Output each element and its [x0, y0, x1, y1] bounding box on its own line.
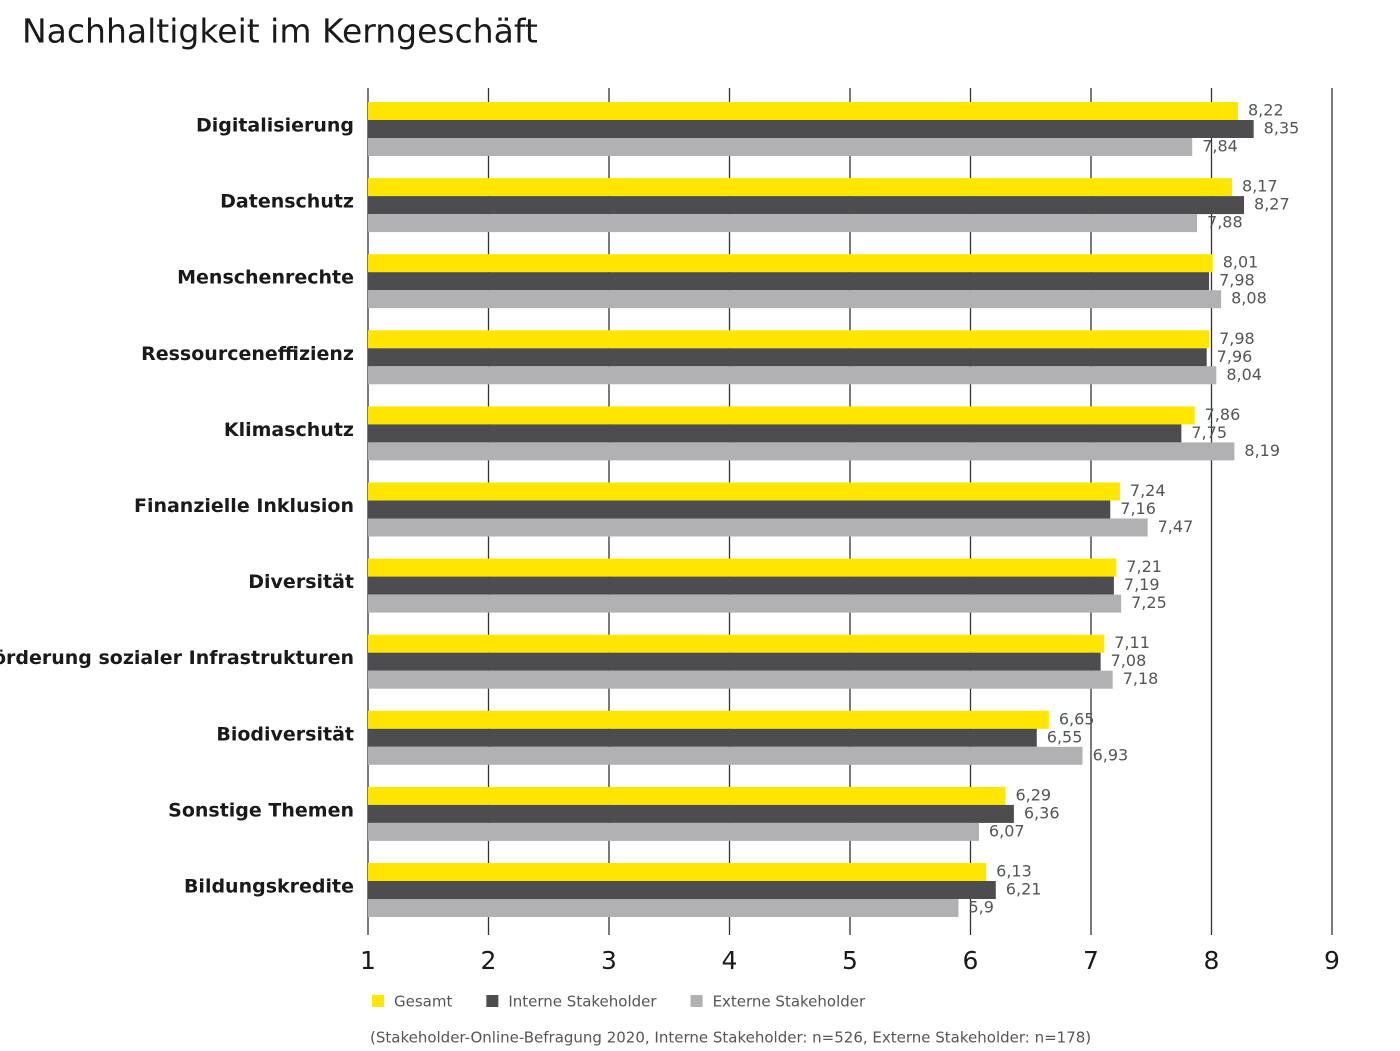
value-label: 7,08 — [1111, 651, 1147, 670]
bar — [368, 254, 1213, 273]
footnote: (Stakeholder-Online-Befragung 2020, Inte… — [370, 1029, 1091, 1047]
value-label: 8,27 — [1254, 195, 1290, 214]
bar — [368, 652, 1101, 671]
bar — [368, 863, 987, 881]
value-label: 7,84 — [1202, 137, 1238, 156]
value-label: 8,17 — [1242, 177, 1278, 196]
category-label: Klimaschutz — [224, 419, 354, 441]
value-label: 6,07 — [989, 821, 1025, 840]
legend-swatch — [372, 995, 384, 1007]
legend-swatch — [690, 995, 703, 1007]
x-tick-label: 7 — [1083, 946, 1099, 975]
value-label: 8,19 — [1244, 441, 1280, 460]
value-label: 8,04 — [1226, 365, 1262, 384]
bar — [368, 710, 1049, 729]
value-label: 6,65 — [1059, 709, 1095, 728]
x-tick-label: 9 — [1324, 946, 1340, 975]
value-label: 8,08 — [1231, 289, 1267, 308]
x-tick-label: 1 — [360, 946, 376, 975]
bar — [368, 558, 1117, 577]
x-tick-label: 5 — [842, 946, 858, 975]
legend-label: Gesamt — [394, 993, 452, 1011]
value-label: 7,98 — [1219, 329, 1255, 348]
x-tick-label: 2 — [481, 946, 497, 975]
bar — [368, 120, 1254, 138]
value-label: 6,55 — [1047, 727, 1083, 746]
value-label: 7,11 — [1114, 633, 1150, 652]
chart-title: Nachhaltigkeit im Kerngeschäft — [22, 12, 538, 51]
value-label: 7,25 — [1131, 593, 1167, 612]
value-label: 7,98 — [1219, 271, 1255, 290]
bar — [368, 290, 1222, 309]
value-label: 7,96 — [1217, 347, 1253, 366]
bar — [368, 366, 1217, 385]
bar — [368, 728, 1037, 747]
bar — [368, 670, 1113, 689]
bar — [368, 348, 1207, 367]
bar — [368, 196, 1245, 215]
value-label: 7,19 — [1124, 575, 1160, 594]
value-label: 7,21 — [1126, 557, 1162, 576]
legend-swatch — [486, 995, 499, 1007]
legend-label: Interne Stakeholder — [508, 993, 657, 1011]
x-tick-label: 3 — [601, 946, 617, 975]
category-label: Diversität — [248, 571, 354, 593]
legend-label: Externe Stakeholder — [713, 993, 866, 1011]
bar — [368, 330, 1210, 349]
bar — [368, 518, 1148, 537]
category-label: Datenschutz — [220, 191, 354, 213]
x-tick-label: 8 — [1204, 946, 1220, 975]
x-tick-label: 4 — [722, 946, 738, 975]
value-label: 6,21 — [1006, 880, 1042, 899]
bar — [368, 138, 1193, 156]
bar — [368, 442, 1235, 461]
bar — [368, 634, 1105, 653]
bar — [368, 576, 1114, 595]
value-label: 8,22 — [1248, 101, 1284, 120]
bar — [368, 822, 979, 841]
bar — [368, 272, 1210, 291]
category-label: Förderung sozialer Infrastrukturen — [0, 647, 354, 669]
category-label: Menschenrechte — [177, 267, 354, 289]
x-tick-label: 6 — [963, 946, 979, 975]
value-label: 7,18 — [1123, 669, 1159, 688]
bar — [368, 786, 1006, 805]
bar — [368, 594, 1122, 613]
value-label: 7,86 — [1205, 405, 1241, 424]
value-label: 7,75 — [1191, 423, 1227, 442]
category-label: Biodiversität — [216, 723, 354, 745]
value-label: 7,24 — [1130, 481, 1166, 500]
value-label: 5,9 — [968, 898, 993, 917]
bar — [368, 899, 959, 917]
category-label: Sonstige Themen — [168, 799, 354, 821]
value-label: 6,36 — [1024, 803, 1060, 822]
value-label: 7,47 — [1158, 517, 1194, 536]
bar — [368, 482, 1120, 501]
bar — [368, 102, 1239, 120]
bar — [368, 178, 1232, 197]
category-label: Digitalisierung — [196, 115, 354, 137]
value-label: 8,01 — [1223, 253, 1259, 272]
value-label: 8,35 — [1264, 119, 1300, 138]
bar — [368, 746, 1083, 765]
category-label: Finanzielle Inklusion — [134, 495, 354, 517]
value-label: 6,93 — [1093, 745, 1129, 764]
category-label: Ressourceneffizienz — [141, 343, 354, 365]
bar — [368, 406, 1195, 425]
bar — [368, 804, 1014, 823]
value-label: 6,13 — [996, 862, 1032, 881]
value-label: 7,16 — [1120, 499, 1156, 518]
bar — [368, 881, 996, 899]
category-label: Bildungskredite — [184, 876, 354, 898]
value-label: 7,88 — [1207, 213, 1243, 232]
bar — [368, 424, 1182, 443]
bar — [368, 500, 1111, 519]
bar — [368, 214, 1198, 233]
value-label: 6,29 — [1015, 785, 1051, 804]
